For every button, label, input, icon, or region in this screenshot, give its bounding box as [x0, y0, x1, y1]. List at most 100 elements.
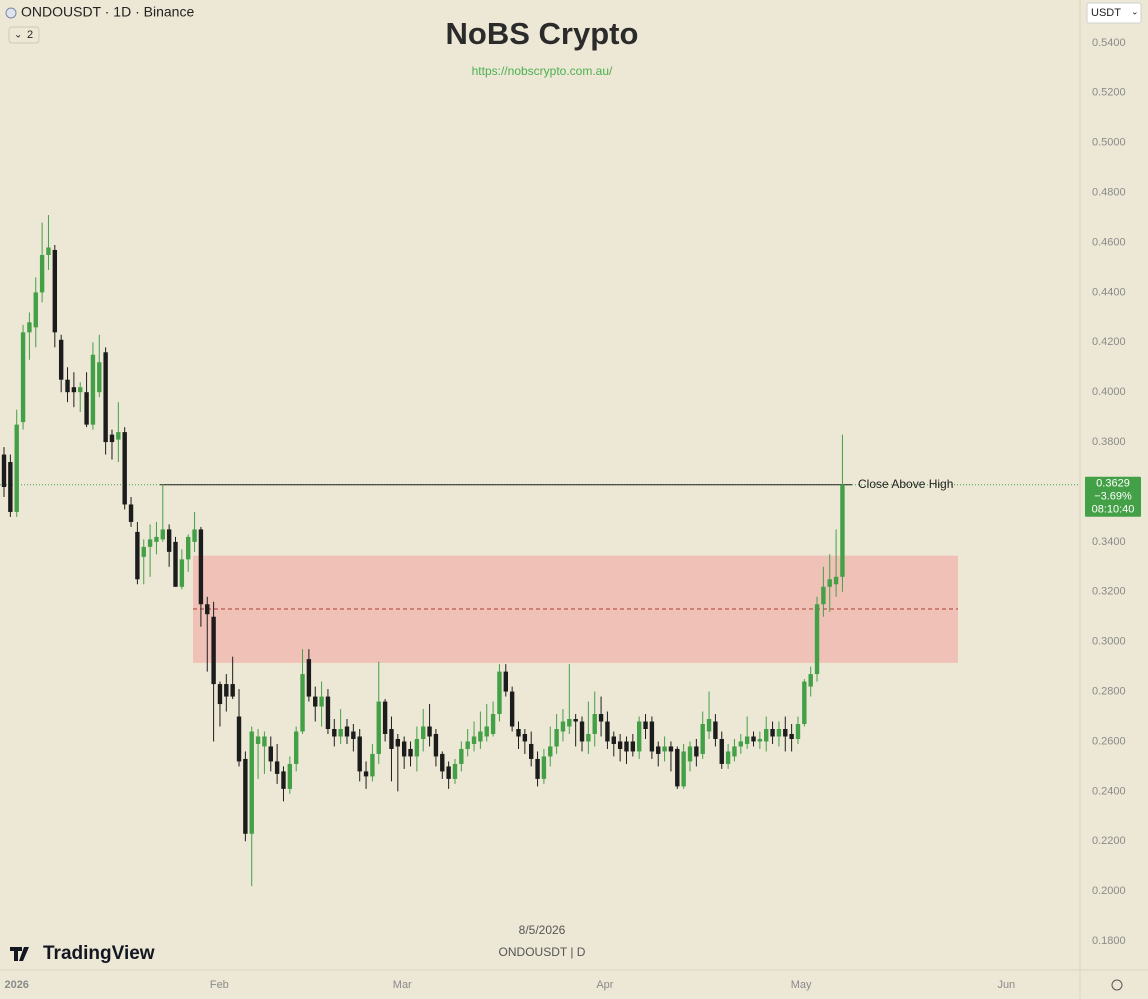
candle-body — [821, 586, 826, 605]
indicator-count: 2 — [27, 29, 33, 41]
y-tick-label: 0.5000 — [1092, 137, 1126, 149]
candle-body — [833, 576, 839, 585]
candle-body — [408, 748, 413, 757]
candle-body — [192, 529, 197, 542]
x-tick-label: Mar — [393, 979, 412, 991]
y-tick-label: 0.3000 — [1092, 636, 1126, 648]
candle-body — [732, 746, 737, 757]
candle-body — [567, 719, 572, 727]
candle-body — [325, 696, 331, 729]
candle-body — [319, 696, 324, 707]
currency: USDT — [1091, 7, 1121, 19]
y-tick-label: 0.4600 — [1092, 236, 1126, 248]
candle-body — [662, 746, 667, 752]
candle-body — [427, 726, 432, 737]
indicator-toggle[interactable] — [8, 26, 40, 44]
candle-body — [770, 728, 775, 737]
y-tick-label: 0.4200 — [1092, 336, 1126, 348]
candle-body — [459, 748, 464, 764]
candle-body — [509, 691, 515, 727]
candle-body — [579, 721, 585, 742]
candle-body — [478, 731, 483, 742]
candle-body — [783, 728, 788, 737]
candle-body — [154, 536, 159, 542]
candle-body — [268, 746, 273, 762]
candle-body — [179, 559, 185, 587]
candle-body — [65, 379, 70, 393]
y-tick-label: 0.5400 — [1092, 37, 1126, 49]
candle-body — [39, 254, 45, 293]
x-tick-label: Jun — [997, 979, 1015, 991]
y-tick-label: 0.4000 — [1092, 386, 1126, 398]
candle-body — [744, 736, 750, 744]
candle-body — [764, 728, 769, 742]
chevron: ⌄ — [1131, 6, 1139, 16]
candle-body — [522, 733, 528, 742]
candle-body — [376, 701, 381, 754]
candle-body — [719, 738, 724, 764]
candle-body — [236, 716, 242, 762]
y-tick-label: 0.3400 — [1092, 536, 1126, 548]
candle-body — [681, 751, 686, 787]
candle-body — [141, 546, 146, 557]
candle-body — [706, 719, 712, 732]
candle-body — [401, 741, 407, 757]
candle-body — [351, 731, 356, 739]
candle-body — [452, 763, 458, 779]
candle-body — [605, 721, 610, 742]
candle-body — [243, 758, 248, 834]
candle-body — [255, 736, 261, 744]
candle-body — [808, 674, 813, 687]
candle-body — [46, 247, 51, 255]
candle-body — [262, 736, 267, 747]
candle-body — [795, 724, 801, 739]
candle-body — [363, 771, 369, 777]
candle-body — [249, 731, 254, 834]
y-tick-label: 0.2000 — [1092, 885, 1126, 897]
symbol-header: ONDOUSDT · 1D · Binance — [21, 4, 194, 20]
candle-body — [27, 322, 32, 333]
candle-body — [440, 753, 445, 772]
candle-body — [548, 746, 553, 757]
candle-body — [122, 432, 127, 505]
candle-body — [484, 726, 489, 737]
candle-body — [592, 714, 597, 734]
candle-body — [71, 387, 77, 393]
currency-select[interactable] — [1086, 2, 1142, 24]
candle-body — [217, 684, 223, 705]
candle-body — [611, 736, 616, 744]
candle-body — [166, 529, 172, 552]
candle-body — [90, 354, 96, 425]
candle-body — [687, 746, 693, 762]
candle-body — [573, 719, 578, 722]
chart-title: NoBS Crypto — [446, 16, 639, 51]
candle-body — [814, 604, 820, 675]
candle-body — [173, 541, 178, 587]
candle-body — [33, 292, 38, 328]
candle-body — [471, 736, 477, 744]
candle-body — [306, 659, 312, 697]
candle-body — [738, 741, 744, 747]
candle-body — [630, 741, 636, 752]
candle-body — [287, 763, 293, 789]
candle-body — [560, 721, 566, 732]
settings-icon[interactable] — [1111, 979, 1123, 991]
candle-body — [84, 392, 89, 425]
candle-body — [497, 671, 502, 715]
watermark-date: 8/5/2026 — [519, 923, 566, 937]
candle-body — [649, 721, 655, 752]
candle-body — [14, 424, 19, 512]
candle-body — [198, 529, 204, 605]
candle-body — [529, 743, 534, 759]
candle-body — [97, 362, 102, 393]
candle-body — [205, 604, 210, 615]
candle-body — [230, 684, 235, 697]
candle-body — [116, 432, 121, 440]
symbol-icon — [5, 7, 17, 19]
candle-body — [344, 726, 350, 737]
watermark-symbol: ONDOUSDT | D — [499, 945, 586, 959]
candle-body — [52, 249, 58, 333]
candle-body — [274, 761, 280, 774]
brand-logo — [10, 947, 29, 961]
subtitle-link[interactable]: https://nobscrypto.com.au/ — [472, 64, 613, 78]
